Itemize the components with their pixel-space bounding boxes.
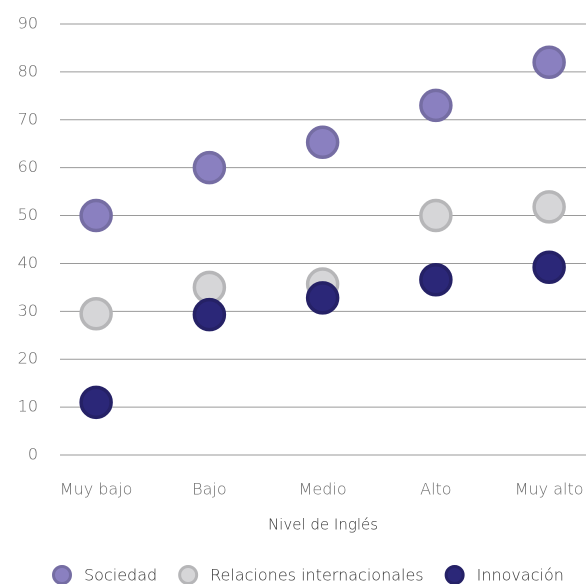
dot — [79, 296, 113, 331]
dot — [419, 198, 453, 233]
dot — [192, 150, 227, 185]
legend-marker — [178, 565, 199, 584]
dot — [532, 250, 566, 285]
y-tick-label: 50 — [18, 205, 38, 224]
dot — [305, 281, 340, 315]
dot — [79, 198, 113, 233]
x-tick-label: Alto — [420, 480, 451, 499]
y-tick-label: 30 — [18, 301, 38, 320]
y-tick-label: 80 — [18, 61, 38, 80]
y-tick-label: 90 — [18, 14, 38, 33]
legend-label: Sociedad — [84, 566, 157, 584]
y-tick-label: 70 — [18, 109, 38, 128]
legend-label: Relaciones internacionales — [210, 566, 423, 584]
legend-marker — [52, 565, 72, 584]
x-tick-label: Bajo — [192, 480, 227, 499]
dot — [192, 270, 227, 305]
legend-marker — [444, 565, 465, 584]
dot — [79, 385, 113, 420]
dot — [532, 45, 566, 80]
dot — [192, 297, 227, 332]
dot — [419, 88, 453, 123]
y-tick-label: 20 — [18, 349, 38, 368]
dot — [419, 262, 453, 297]
x-tick-label: Medio — [299, 480, 347, 499]
x-axis-label: Nivel de Inglés — [268, 516, 378, 534]
legend-label: Innovación — [477, 566, 564, 584]
x-tick-label: Muy alto — [515, 480, 584, 499]
y-tick-label: 40 — [18, 253, 38, 272]
dot — [532, 190, 566, 224]
x-tick-label: Muy bajo — [60, 480, 133, 499]
y-tick-label: 0 — [28, 445, 38, 464]
dot — [305, 125, 340, 160]
y-tick-label: 10 — [18, 397, 38, 416]
y-tick-label: 60 — [18, 157, 38, 176]
